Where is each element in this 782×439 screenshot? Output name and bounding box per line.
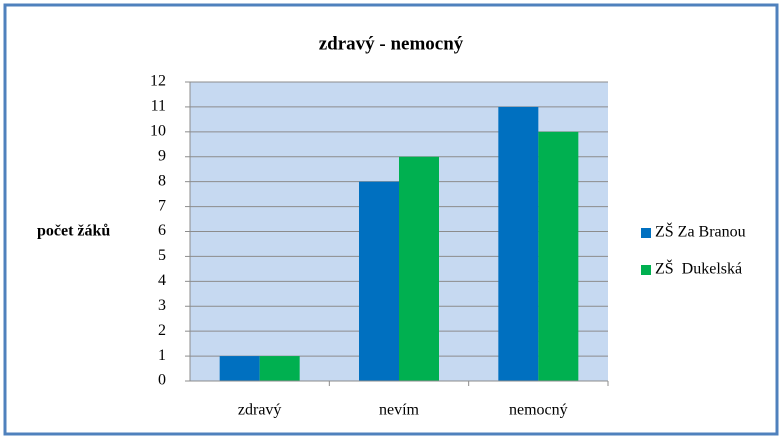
y-tick-label: 7: [158, 197, 166, 214]
y-axis-label: počet žáků: [37, 223, 110, 240]
legend-label: ZŠ Dukelská: [655, 259, 742, 278]
y-tick-label: 3: [158, 297, 166, 314]
bar: [259, 356, 300, 381]
legend-label: ZŠ Za Branou: [655, 222, 746, 241]
bar: [359, 181, 399, 381]
legend-swatch: [641, 228, 651, 238]
y-tick-label: 1: [158, 347, 166, 364]
x-tick-label: zdravý: [238, 402, 282, 419]
y-tick-label: 10: [150, 123, 166, 140]
bar: [399, 156, 439, 381]
y-tick-label: 5: [158, 247, 166, 264]
y-tick-label: 8: [158, 172, 166, 189]
y-tick-label: 0: [158, 372, 166, 389]
bar: [498, 106, 539, 382]
chart-title: zdravý - nemocný: [319, 33, 464, 54]
bar: [219, 356, 260, 381]
y-tick-label: 9: [158, 147, 166, 164]
legend-swatch: [641, 265, 651, 275]
y-tick-label: 11: [151, 98, 166, 115]
x-tick-label: nemocný: [509, 402, 568, 419]
bar: [538, 131, 579, 381]
y-tick-label: 6: [158, 222, 166, 239]
y-tick-label: 12: [150, 73, 166, 90]
y-tick-label: 4: [158, 272, 166, 289]
x-tick-label: nevím: [379, 402, 420, 419]
y-tick-label: 2: [158, 322, 166, 339]
